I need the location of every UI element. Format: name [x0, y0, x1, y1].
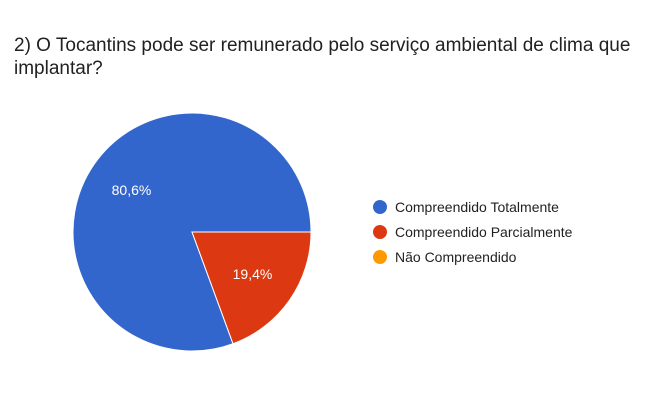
- pie-slices: [72, 112, 312, 352]
- slice-label-compreendido-totalmente: 80,6%: [112, 182, 152, 198]
- pie-slice-compreendido-parcialmente[interactable]: [191, 231, 312, 345]
- legend-marker: [373, 250, 387, 264]
- legend-marker: [373, 225, 387, 239]
- legend-item-compreendido-totalmente[interactable]: Compreendido Totalmente: [373, 199, 559, 215]
- legend-label: Compreendido Parcialmente: [395, 224, 573, 240]
- legend-marker: [373, 200, 387, 214]
- question-title: 2) O Tocantins pode ser remunerado pelo …: [14, 35, 631, 79]
- legend-item-nao-compreendido[interactable]: Não Compreendido: [373, 249, 517, 265]
- slice-label-compreendido-parcialmente: 19,4%: [233, 266, 273, 282]
- legend-label: Compreendido Totalmente: [395, 199, 559, 215]
- pie-slice-labels: 80,6% 19,4%: [112, 182, 273, 282]
- legend: Compreendido Totalmente Compreendido Parc…: [373, 199, 573, 265]
- legend-label: Não Compreendido: [395, 249, 517, 265]
- legend-item-compreendido-parcialmente[interactable]: Compreendido Parcialmente: [373, 224, 573, 240]
